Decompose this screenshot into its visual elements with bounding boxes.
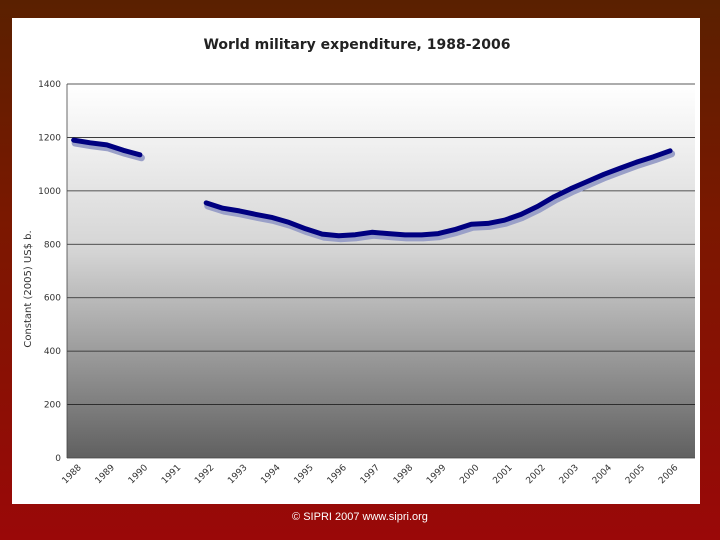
y-tick-label: 0 — [55, 454, 61, 464]
series-line — [71, 137, 143, 158]
x-tick-label: 1996 — [326, 463, 349, 486]
x-tick-label: 1993 — [226, 463, 249, 486]
slide-panel: World military expenditure, 1988-2006 Co… — [12, 18, 700, 504]
chart-title: World military expenditure, 1988-2006 — [203, 37, 510, 53]
footer-credit: © SIPRI 2007 www.sipri.org — [292, 511, 428, 523]
x-tick-label: 2003 — [558, 463, 581, 486]
x-tick-label: 1990 — [127, 463, 150, 486]
y-tick-label: 1400 — [38, 80, 61, 90]
series-line — [203, 148, 673, 239]
x-tick-label: 2006 — [657, 463, 680, 486]
x-tick-label: 1991 — [160, 463, 183, 486]
y-tick-label: 600 — [44, 294, 61, 304]
x-tick-label: 1994 — [259, 463, 282, 486]
x-tick-label: 2005 — [624, 463, 647, 486]
y-tick-label: 200 — [44, 401, 61, 411]
y-tick-label: 400 — [44, 347, 61, 357]
x-tick-label: 1997 — [359, 463, 382, 486]
line-chart: World military expenditure, 1988-2006 Co… — [23, 37, 695, 486]
x-tick-label: 1999 — [425, 463, 448, 486]
x-tick-label: 2000 — [458, 463, 481, 486]
x-tick-label: 1998 — [392, 463, 415, 486]
x-tick-label: 2001 — [491, 463, 514, 486]
y-axis-label: Constant (2005) US$ b. — [23, 230, 34, 347]
x-tick-label: 1989 — [94, 463, 117, 486]
x-tick-label: 2004 — [591, 463, 614, 486]
x-tick-label: 2002 — [525, 463, 548, 486]
x-tick-label: 1988 — [61, 463, 84, 486]
y-tick-label: 1000 — [38, 187, 61, 197]
y-tick-label: 800 — [44, 240, 61, 250]
plot-area — [67, 84, 695, 458]
y-tick-label: 1200 — [38, 133, 61, 143]
x-tick-label: 1992 — [193, 463, 216, 486]
x-tick-label: 1995 — [293, 463, 316, 486]
